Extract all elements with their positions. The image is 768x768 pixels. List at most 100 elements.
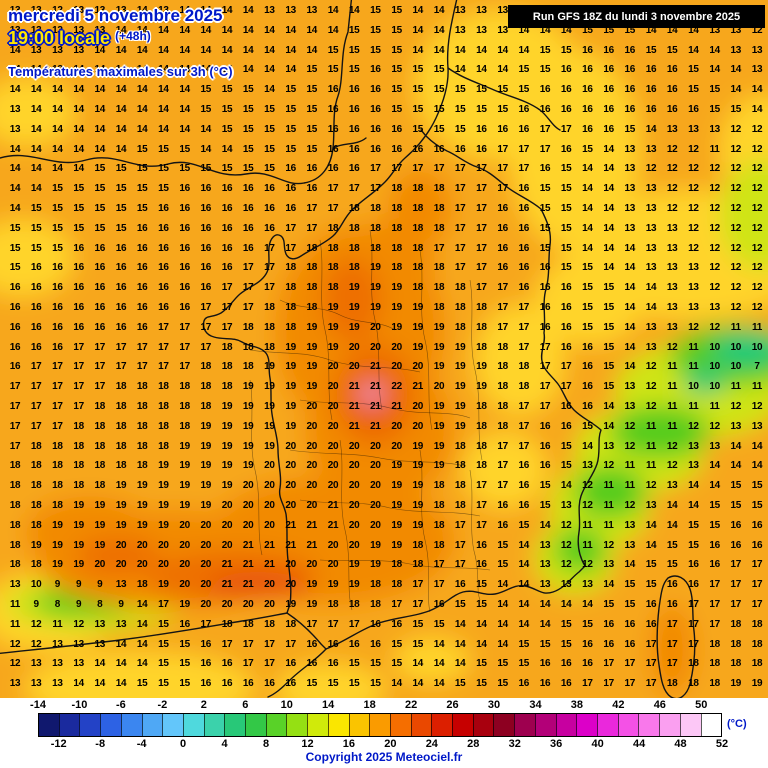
temp-value: 14 <box>454 64 466 76</box>
temp-value: 15 <box>560 44 572 56</box>
temp-value: 19 <box>730 678 742 690</box>
temp-value: 20 <box>306 460 318 472</box>
temp-value: 20 <box>348 440 360 452</box>
temp-value: 20 <box>221 519 233 531</box>
temp-value: 16 <box>200 658 212 670</box>
temp-value: 13 <box>645 341 657 353</box>
temp-value: 20 <box>264 480 275 492</box>
temp-value: 14 <box>136 44 148 56</box>
temp-value: 15 <box>476 599 487 610</box>
temp-value: 16 <box>158 203 169 214</box>
temp-value: 14 <box>645 123 657 135</box>
forecast-offset-label: (+48h) <box>115 29 151 43</box>
colorbar-segment <box>452 714 473 736</box>
temp-value: 14 <box>603 203 614 214</box>
temp-value: 17 <box>624 678 636 690</box>
temp-value: 15 <box>306 64 318 76</box>
colorbar-segment <box>659 714 680 736</box>
temp-value: 13 <box>115 618 127 630</box>
temp-value: 16 <box>666 84 678 96</box>
temp-value: 19 <box>221 440 233 452</box>
temp-value: 19 <box>221 460 233 472</box>
temp-value: 16 <box>52 262 63 274</box>
colorbar-tick-label: 18 <box>363 699 376 711</box>
temp-value: 16 <box>391 123 402 135</box>
temp-value: 12 <box>751 163 763 175</box>
temp-value: 16 <box>497 203 508 214</box>
colorbar-tick-label: 50 <box>695 699 708 711</box>
temp-value: 17 <box>433 579 445 591</box>
temp-value: 17 <box>179 321 190 333</box>
temp-value: 15 <box>412 123 424 135</box>
temp-value: 16 <box>136 242 148 254</box>
temp-value: 17 <box>582 678 593 690</box>
temp-value: 14 <box>136 618 148 630</box>
temp-value: 17 <box>200 618 212 630</box>
temp-value: 21 <box>348 401 360 412</box>
temp-value: 14 <box>9 143 21 155</box>
temp-value: 16 <box>115 282 127 294</box>
temp-value: 14 <box>115 84 127 96</box>
colorbar-segment <box>700 714 722 736</box>
temp-value: 19 <box>158 500 169 511</box>
temp-value: 16 <box>30 321 42 333</box>
temp-value: 15 <box>497 678 508 690</box>
temp-value: 18 <box>9 480 21 492</box>
date-label: mercredi 5 novembre 2025 <box>8 6 223 25</box>
temp-value: 15 <box>136 143 148 155</box>
temp-value: 16 <box>666 579 678 591</box>
temp-value: 20 <box>94 559 106 571</box>
temp-value: 17 <box>476 500 487 511</box>
department-borders <box>249 229 491 613</box>
temp-value: 15 <box>603 302 614 313</box>
temp-value: 16 <box>52 302 63 313</box>
temp-value: 13 <box>560 500 572 511</box>
temperature-grid: 13 13 12 13 13 13 14 13 14 14 14 14 13 13 13 14 14 15 15 14… <box>9 5 763 690</box>
temp-value: 17 <box>666 658 678 670</box>
temp-value: 18 <box>73 420 84 432</box>
temp-value: 12 <box>730 282 742 294</box>
temp-value: 18 <box>9 539 21 551</box>
temp-value: 14 <box>9 84 21 96</box>
temp-value: 16 <box>476 143 487 155</box>
temp-value: 18 <box>370 203 381 214</box>
temp-value: 16 <box>645 599 657 610</box>
temp-value: 14 <box>666 519 678 531</box>
temp-value: 15 <box>497 84 508 96</box>
temp-value: 19 <box>200 420 212 432</box>
temp-value: 14 <box>518 579 530 591</box>
temp-value: 16 <box>370 104 381 115</box>
temp-value: 14 <box>264 24 275 36</box>
temp-value: 18 <box>94 401 106 412</box>
temp-value: 18 <box>264 302 275 313</box>
temp-value: 14 <box>412 5 424 16</box>
temp-value: 18 <box>433 519 445 531</box>
temp-value: 20 <box>348 519 360 531</box>
temp-value: 18 <box>454 440 466 452</box>
temp-value: 16 <box>158 222 169 234</box>
temp-value: 11 <box>624 460 635 472</box>
temp-value: 16 <box>497 222 508 234</box>
temp-value: 13 <box>688 440 699 452</box>
temp-value: 15 <box>476 658 487 670</box>
temp-value: 14 <box>497 599 508 610</box>
temp-value: 19 <box>285 420 296 432</box>
temp-value: 10 <box>730 361 742 373</box>
temp-value: 18 <box>454 282 466 294</box>
temp-value: 14 <box>200 5 212 16</box>
temp-value: 17 <box>518 341 530 353</box>
temp-value: 9 <box>54 579 61 591</box>
temp-value: 13 <box>454 24 466 36</box>
temp-value: 18 <box>327 222 339 234</box>
temp-value: 16 <box>518 460 530 472</box>
temp-value: 16 <box>94 242 106 254</box>
temp-value: 13 <box>688 460 699 472</box>
unit-label: (°C) <box>727 718 747 730</box>
temp-value: 15 <box>412 64 424 76</box>
temp-value: 16 <box>73 302 84 313</box>
temp-value: 19 <box>73 539 84 551</box>
temp-value: 18 <box>433 282 445 294</box>
temp-value: 15 <box>603 341 614 353</box>
colorbar-tick-label: -4 <box>136 738 147 750</box>
temp-value: 16 <box>179 222 190 234</box>
